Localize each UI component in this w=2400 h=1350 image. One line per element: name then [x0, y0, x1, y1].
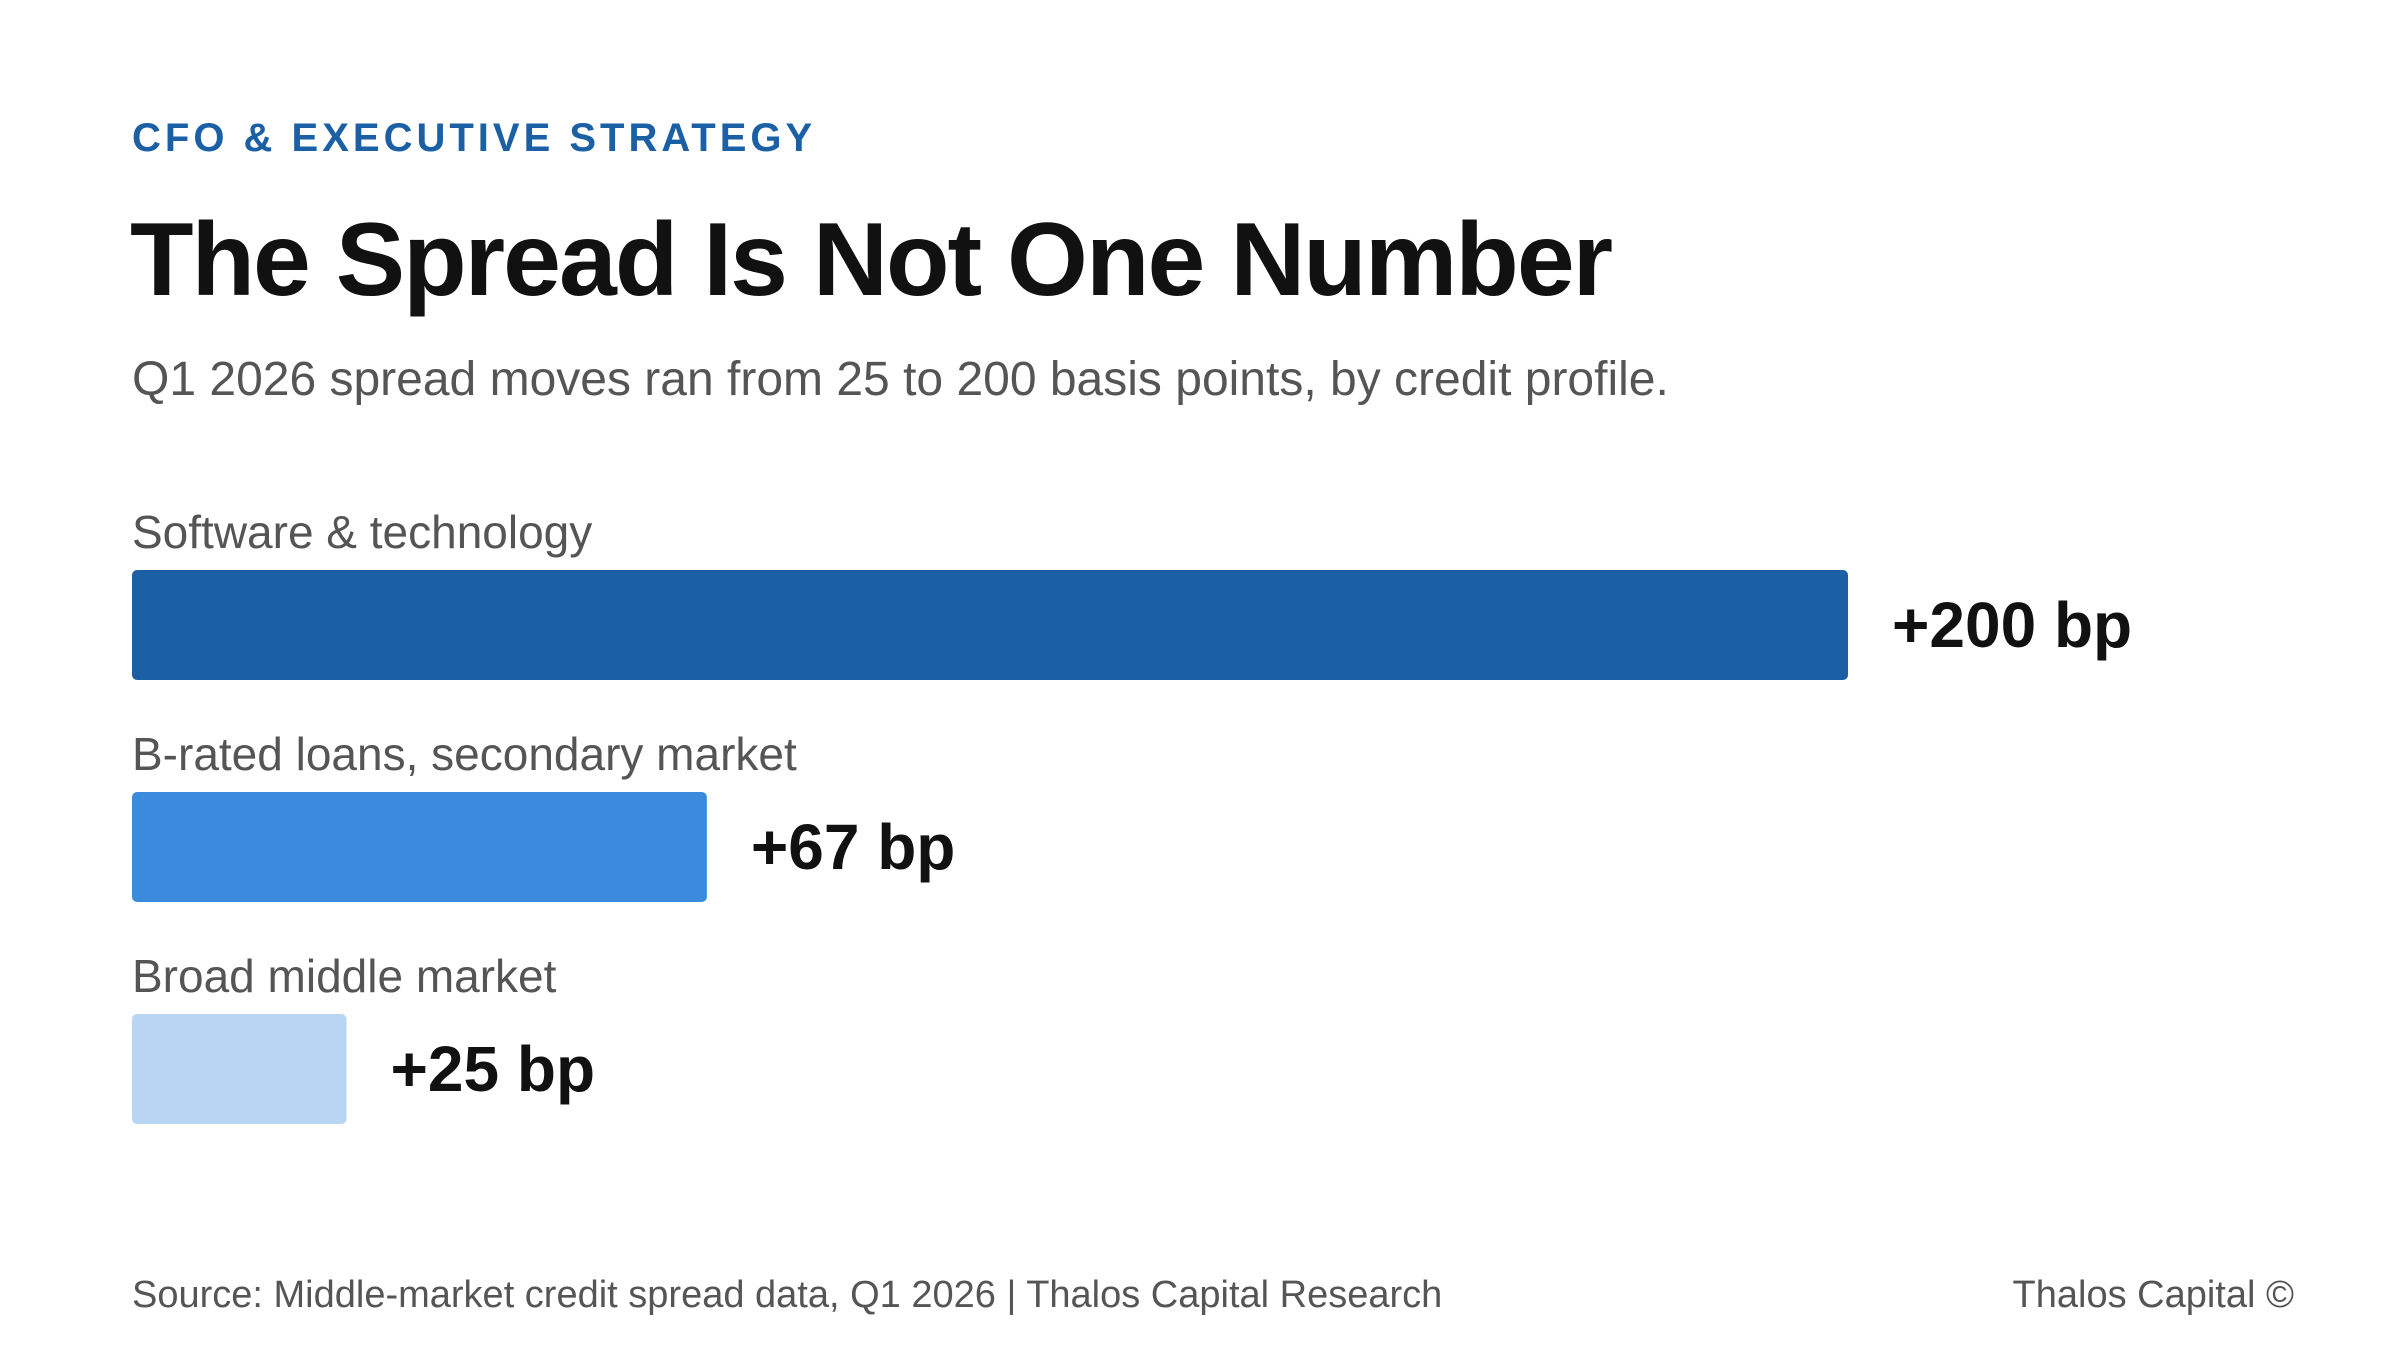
chart-subtitle: Q1 2026 spread moves ran from 25 to 200 …: [132, 353, 1669, 406]
eyebrow-label: CFO & EXECUTIVE STRATEGY: [132, 116, 817, 160]
source-note: Source: Middle-market credit spread data…: [132, 1274, 1443, 1316]
value-label: +67 bp: [751, 811, 956, 883]
value-label: +200 bp: [1892, 589, 2132, 661]
value-label: +25 bp: [391, 1033, 596, 1105]
bar: [132, 792, 707, 902]
brand-mark: Thalos Capital ©: [2012, 1274, 2294, 1316]
bar: [132, 1014, 347, 1124]
category-label: B-rated loans, secondary market: [132, 728, 797, 780]
category-label: Broad middle market: [132, 950, 557, 1002]
bar-chart: Software & technology +200 bp B-rated loan…: [132, 506, 2132, 1124]
category-label: Software & technology: [132, 506, 592, 558]
chart-title: The Spread Is Not One Number: [130, 202, 1613, 318]
bar: [132, 570, 1848, 680]
